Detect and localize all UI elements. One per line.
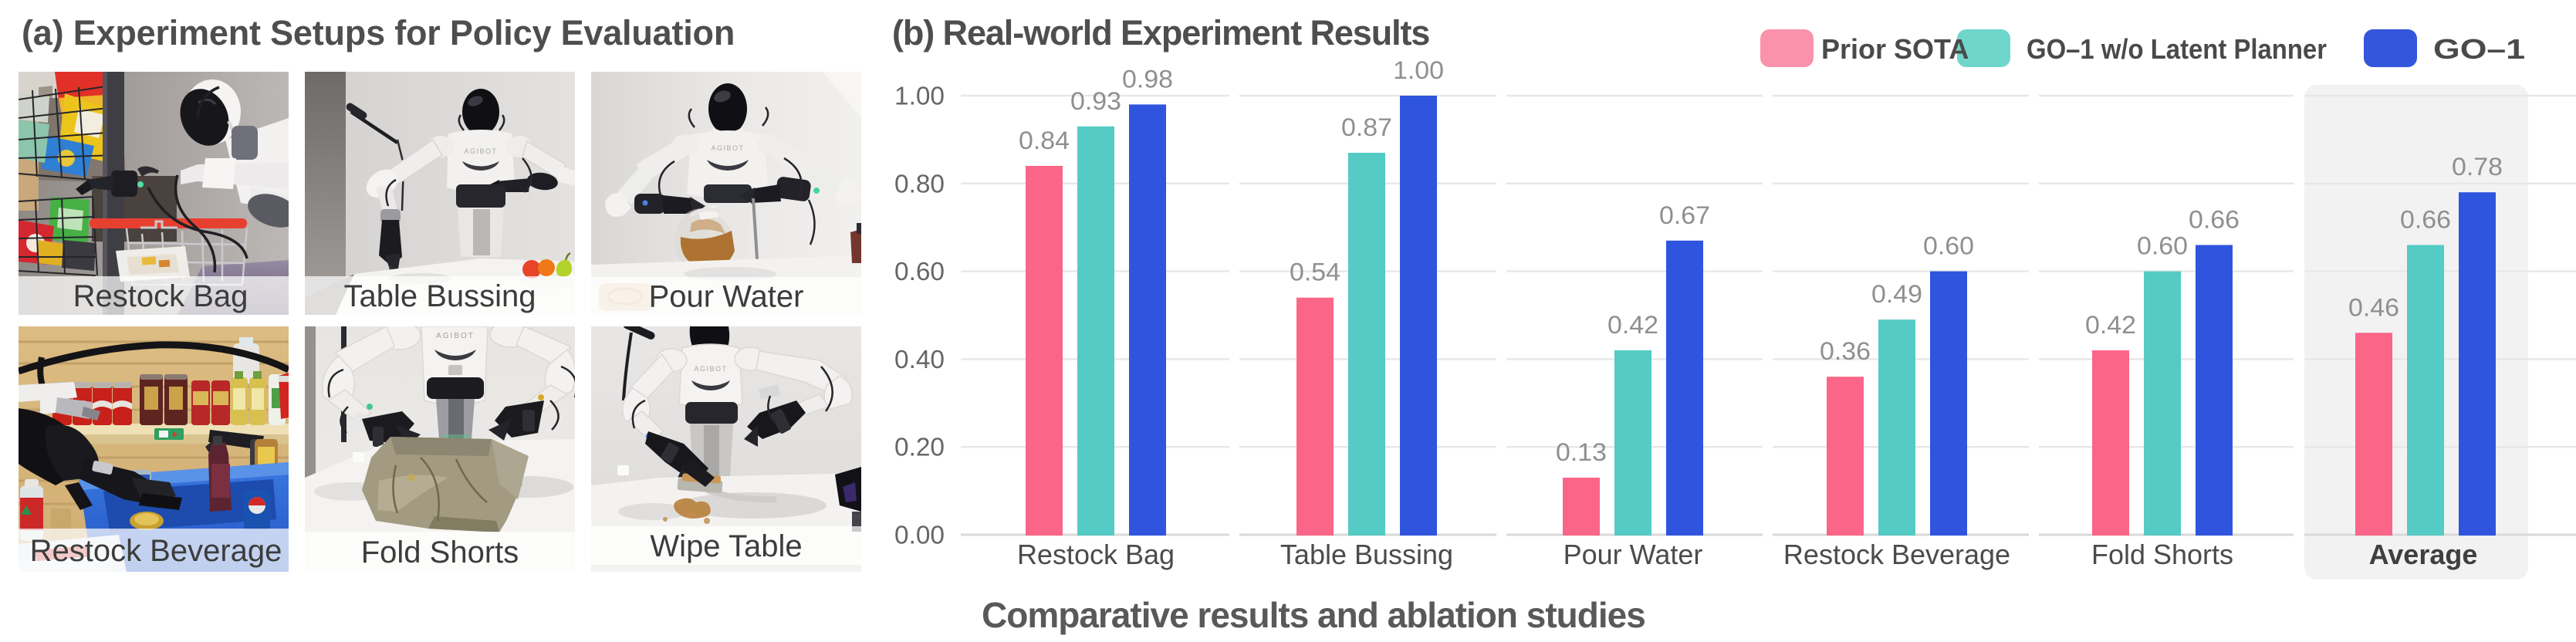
svg-text:Fold Shorts: Fold Shorts <box>361 536 519 569</box>
svg-text:0.78: 0.78 <box>2452 153 2503 181</box>
svg-text:1.00: 1.00 <box>1393 56 1444 84</box>
svg-text:0.67: 0.67 <box>1659 201 1710 229</box>
svg-text:0.60: 0.60 <box>2137 232 2188 260</box>
svg-text:Table Bussing: Table Bussing <box>1280 539 1453 570</box>
svg-text:Restock Bag: Restock Bag <box>1017 539 1175 570</box>
svg-text:0.66: 0.66 <box>2400 206 2451 234</box>
svg-text:Restock Beverage: Restock Beverage <box>1783 539 2010 570</box>
svg-text:Table Bussing: Table Bussing <box>343 279 536 313</box>
svg-text:0.46: 0.46 <box>2348 293 2399 321</box>
svg-text:0.54: 0.54 <box>1290 258 1340 286</box>
svg-text:0.98: 0.98 <box>1122 65 1173 93</box>
svg-text:Pour Water: Pour Water <box>1564 539 1703 570</box>
svg-text:0.49: 0.49 <box>1871 280 1922 308</box>
svg-text:0.80: 0.80 <box>894 169 945 198</box>
svg-text:0.36: 0.36 <box>1820 337 1871 365</box>
svg-text:0.87: 0.87 <box>1341 113 1392 141</box>
svg-text:0.42: 0.42 <box>1607 311 1658 339</box>
svg-text:AGIBOT: AGIBOT <box>711 144 744 152</box>
svg-text:GO–1: GO–1 <box>2433 33 2525 65</box>
svg-text:GO–1 w/o Latent Planner: GO–1 w/o Latent Planner <box>2027 33 2327 65</box>
svg-text:0.40: 0.40 <box>894 345 945 373</box>
svg-text:Restock Bag: Restock Bag <box>73 279 248 313</box>
svg-text:Wipe Table: Wipe Table <box>650 529 802 563</box>
svg-text:0.60: 0.60 <box>1923 232 1974 260</box>
svg-text:Restock Beverage: Restock Beverage <box>30 534 282 568</box>
svg-text:0.60: 0.60 <box>894 257 945 286</box>
svg-text:0.00: 0.00 <box>894 521 945 549</box>
svg-text:AGIBOT: AGIBOT <box>436 332 475 340</box>
svg-text:0.84: 0.84 <box>1019 127 1070 154</box>
svg-text:Fold Shorts: Fold Shorts <box>2091 539 2233 570</box>
svg-text:Pour Water: Pour Water <box>649 280 804 314</box>
svg-text:0.66: 0.66 <box>2189 206 2240 234</box>
svg-text:AGIBOT: AGIBOT <box>694 365 727 373</box>
svg-text:Average: Average <box>2369 539 2478 570</box>
svg-text:0.20: 0.20 <box>894 433 945 461</box>
svg-text:1.00: 1.00 <box>894 82 945 110</box>
svg-text:0.13: 0.13 <box>1556 438 1607 466</box>
svg-text:Prior SOTA: Prior SOTA <box>1821 33 1969 65</box>
svg-text:0.93: 0.93 <box>1070 87 1121 115</box>
svg-text:AGIBOT: AGIBOT <box>464 147 497 155</box>
svg-text:0.42: 0.42 <box>2085 311 2136 339</box>
